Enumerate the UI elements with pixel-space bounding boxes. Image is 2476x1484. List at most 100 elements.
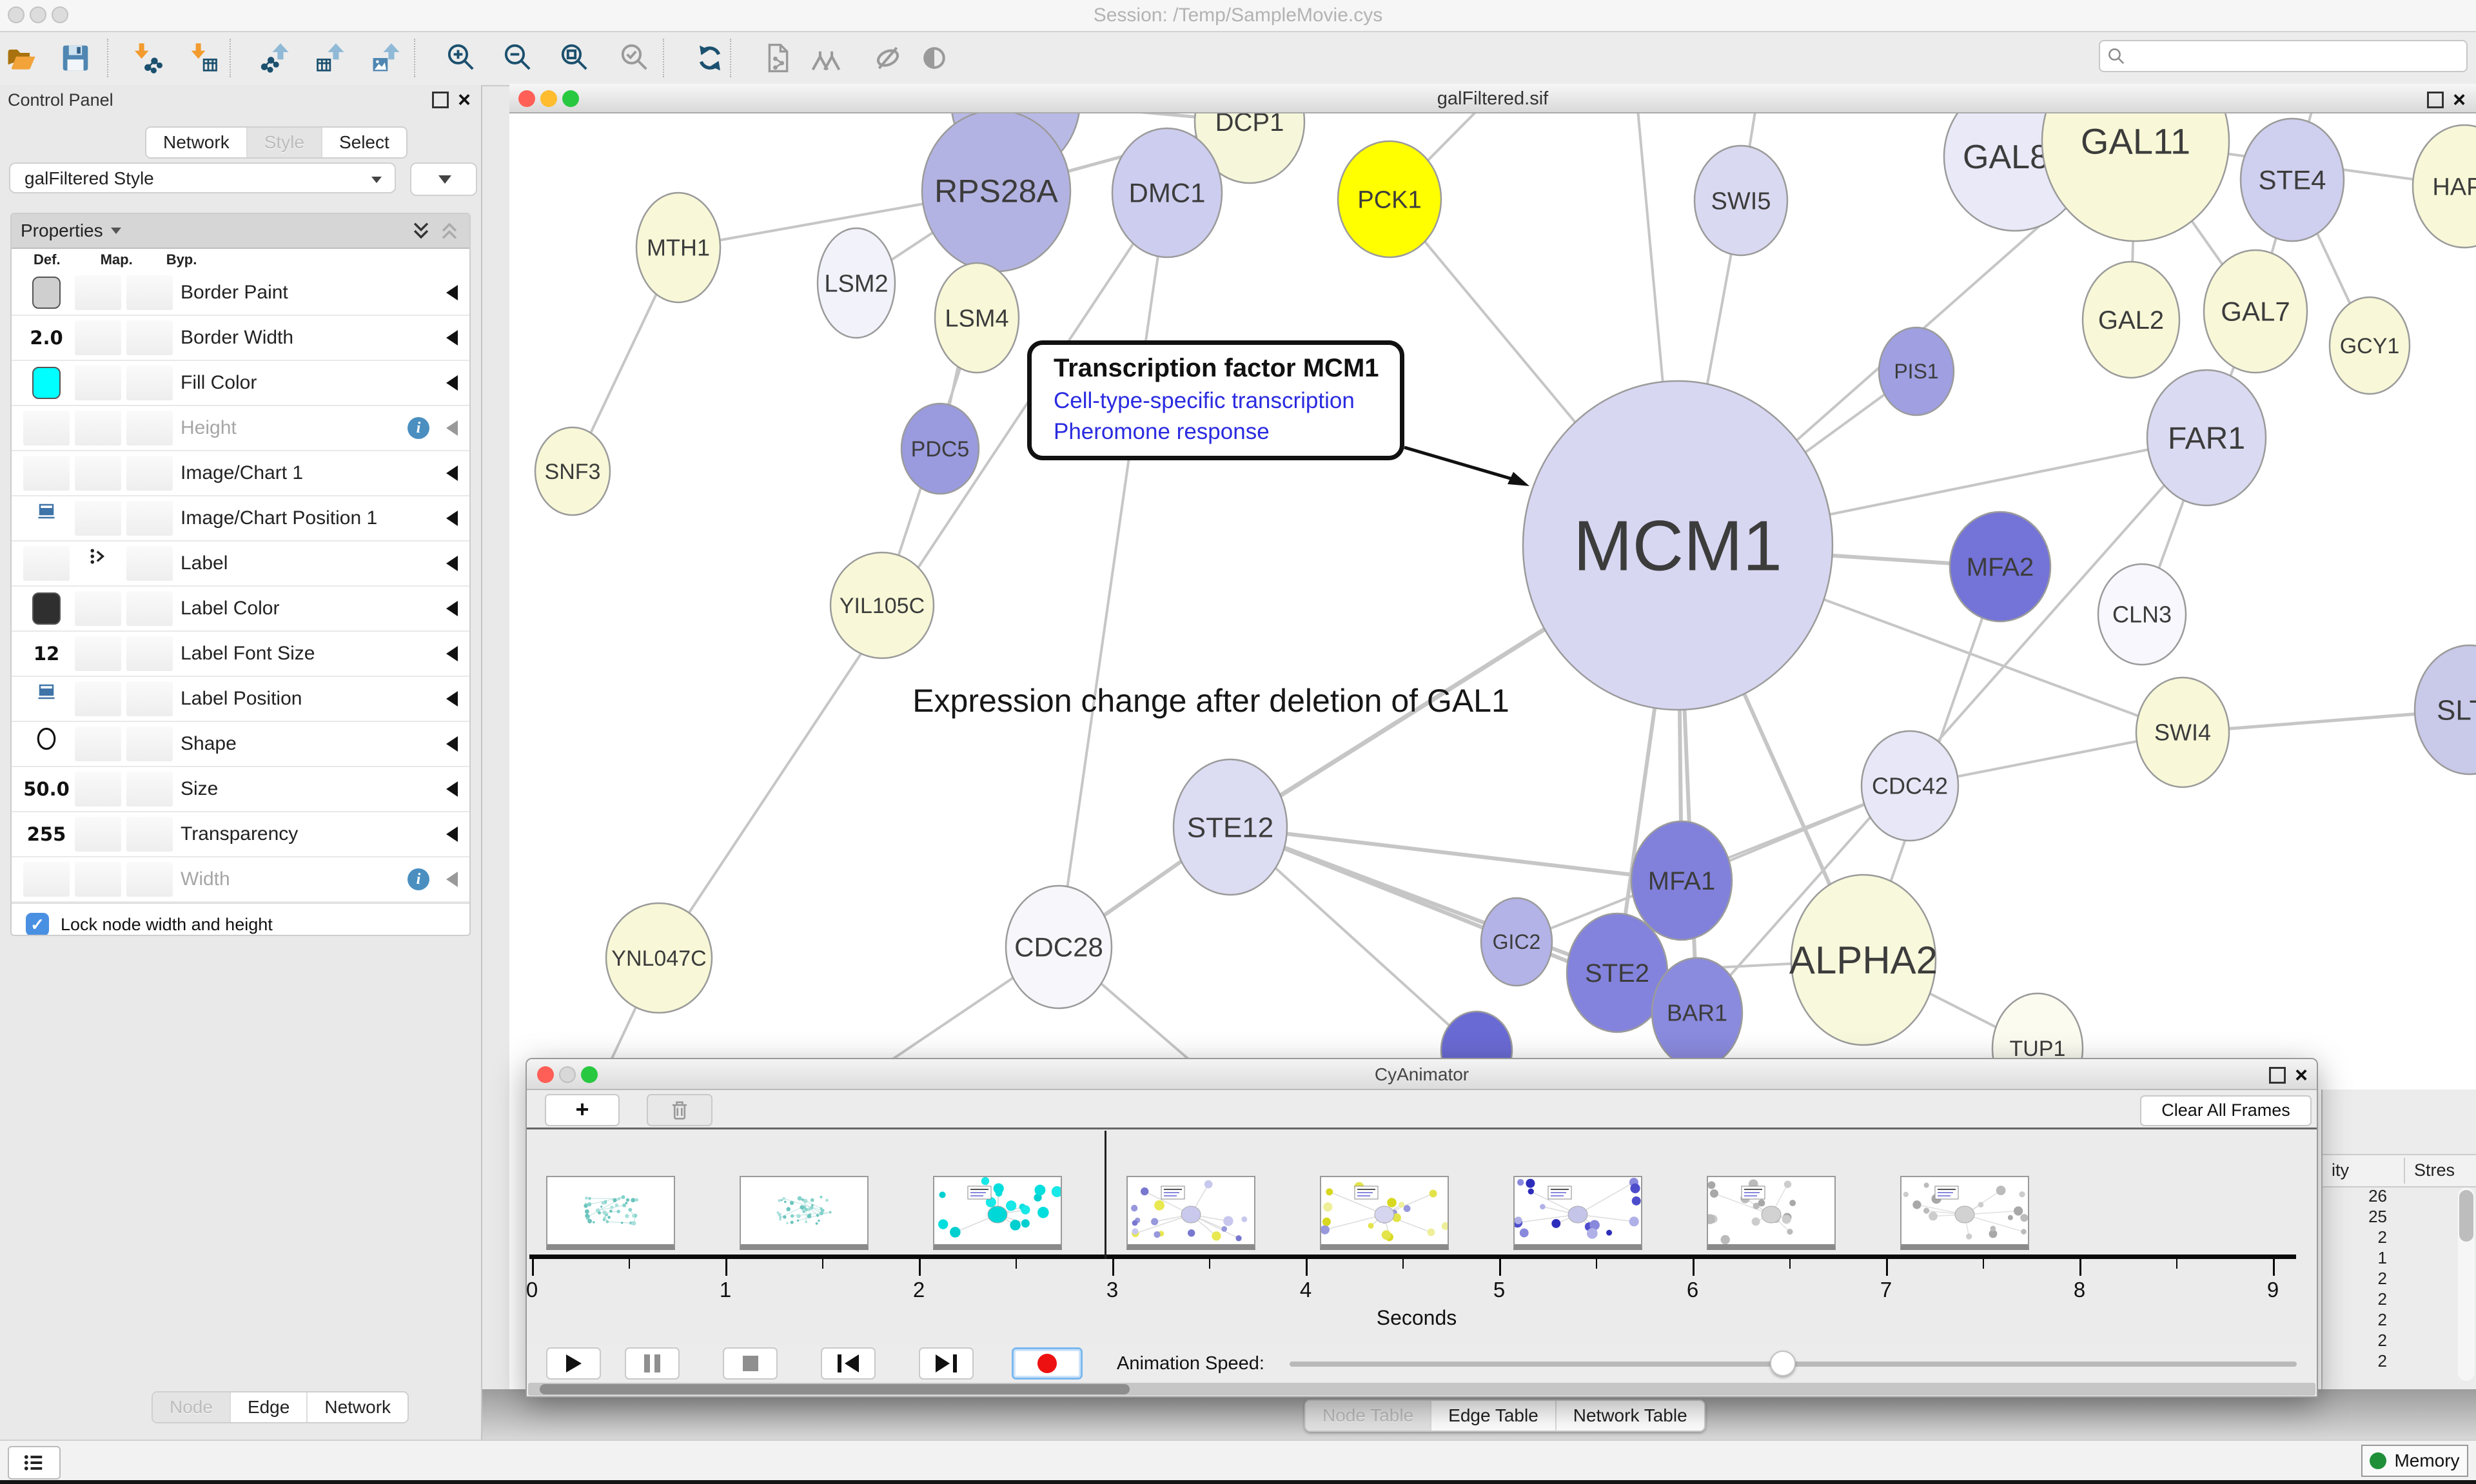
property-cell[interactable]: 12 — [23, 636, 70, 671]
property-cell[interactable] — [75, 727, 121, 761]
frame-thumbnail-8[interactable] — [1900, 1176, 2029, 1250]
minimize-icon[interactable] — [559, 1066, 576, 1083]
property-cell[interactable] — [75, 681, 121, 716]
property-cell[interactable] — [75, 772, 121, 806]
property-cell[interactable] — [126, 636, 173, 671]
import-network-button[interactable] — [128, 37, 165, 79]
network-node-SLT2[interactable]: SLT2 — [2413, 644, 2476, 776]
refresh-button[interactable] — [691, 37, 729, 79]
property-cell[interactable] — [75, 366, 121, 400]
zoom-window-button[interactable] — [52, 6, 68, 23]
tab-network-table[interactable]: Network Table — [1555, 1401, 1704, 1430]
table-row[interactable]: 2 — [2377, 1351, 2387, 1371]
expand-arrow-icon[interactable] — [446, 420, 458, 436]
network-node-MCM1[interactable]: MCM1 — [1522, 380, 1834, 711]
network-node-PCK1[interactable]: PCK1 — [1337, 140, 1442, 259]
property-cell[interactable] — [126, 546, 173, 581]
table-row[interactable]: 2 — [2377, 1269, 2387, 1288]
property-row-image-chart-position-1[interactable]: Image/Chart Position 1 — [12, 496, 469, 542]
network-node-CDC28[interactable]: CDC28 — [1005, 884, 1113, 1010]
property-cell[interactable] — [23, 591, 70, 626]
add-frame-button[interactable]: + — [545, 1094, 620, 1126]
property-row-label-font-size[interactable]: 12 Label Font Size — [12, 632, 469, 677]
property-cell[interactable] — [75, 591, 121, 626]
property-cell[interactable] — [75, 320, 121, 355]
property-row-height[interactable]: Height i — [12, 406, 469, 451]
network-node-GAL2[interactable]: GAL2 — [2081, 260, 2181, 379]
open-folder-button[interactable] — [3, 37, 40, 79]
export-table-button[interactable] — [312, 37, 349, 79]
pause-button[interactable] — [625, 1347, 680, 1380]
network-node-GAL11[interactable]: GAL11 — [2041, 113, 2230, 242]
property-cell[interactable] — [23, 411, 70, 445]
property-cell[interactable] — [126, 862, 173, 897]
property-cell[interactable] — [126, 366, 173, 400]
zoom-selected-button[interactable] — [616, 37, 653, 79]
network-node-CDC42[interactable]: CDC42 — [1860, 730, 1960, 842]
network-node-YIL105C[interactable]: YIL105C — [829, 551, 935, 659]
tab-edge-table[interactable]: Edge Table — [1430, 1401, 1555, 1430]
table-row[interactable]: 25 — [2368, 1207, 2387, 1226]
zoom-icon[interactable] — [562, 90, 579, 107]
network-node-YNL047C[interactable]: YNL047C — [605, 902, 713, 1014]
close-icon[interactable] — [537, 1066, 554, 1083]
property-cell[interactable] — [75, 636, 121, 671]
minimize-icon[interactable] — [540, 90, 557, 107]
annotation-link[interactable]: Cell-type-specific transcription — [1054, 388, 1355, 413]
property-cell[interactable] — [126, 727, 173, 761]
property-cell[interactable]: 255 — [23, 817, 70, 852]
zoom-in-button[interactable] — [442, 37, 480, 79]
record-button[interactable] — [1012, 1347, 1083, 1380]
table-row[interactable]: 2 — [2377, 1227, 2387, 1247]
float-window-icon[interactable] — [2269, 1067, 2286, 1084]
expand-arrow-icon[interactable] — [446, 872, 458, 887]
expand-arrow-icon[interactable] — [446, 826, 458, 842]
property-row-image-chart-1[interactable]: Image/Chart 1 — [12, 451, 469, 496]
network-node-LSM2[interactable]: LSM2 — [816, 227, 896, 339]
lock-checkbox[interactable]: ✓ — [26, 913, 49, 935]
network-node-DCP1[interactable]: DCP1 — [1194, 113, 1306, 184]
table-row[interactable]: 2 — [2377, 1310, 2387, 1329]
expand-arrow-icon[interactable] — [446, 781, 458, 797]
clear-all-frames-button[interactable]: Clear All Frames — [2140, 1095, 2312, 1126]
timeline-scrollbar[interactable] — [528, 1383, 2315, 1396]
table-row[interactable]: 2 — [2377, 1289, 2387, 1309]
expand-arrow-icon[interactable] — [446, 511, 458, 526]
property-cell[interactable] — [126, 456, 173, 491]
save-button[interactable] — [57, 37, 94, 79]
table-row[interactable]: 26 — [2368, 1186, 2387, 1206]
collapse-all-icon[interactable] — [438, 220, 460, 242]
expand-arrow-icon[interactable] — [446, 330, 458, 346]
import-table-button[interactable] — [184, 37, 222, 79]
column-header[interactable]: ity — [2332, 1160, 2349, 1180]
frame-thumbnail-2[interactable] — [740, 1176, 869, 1250]
property-cell[interactable] — [23, 456, 70, 491]
close-view-icon[interactable]: × — [2295, 1063, 2308, 1088]
tab-node[interactable]: Node — [153, 1392, 230, 1422]
network-node-PDC5[interactable]: PDC5 — [900, 402, 980, 495]
network-node-SWI5[interactable]: SWI5 — [1693, 144, 1789, 257]
expand-arrow-icon[interactable] — [446, 691, 458, 707]
position-icon[interactable] — [23, 681, 70, 716]
expand-arrow-icon[interactable] — [446, 556, 458, 571]
timeline-playhead[interactable] — [1105, 1131, 1106, 1259]
property-cell[interactable] — [126, 591, 173, 626]
property-row-transparency[interactable]: 255 Transparency — [12, 812, 469, 857]
network-node-GAL7[interactable]: GAL7 — [2203, 249, 2308, 374]
property-cell[interactable] — [126, 320, 173, 355]
tab-style[interactable]: Style — [246, 128, 321, 157]
next-frame-button[interactable] — [919, 1347, 974, 1380]
property-cell[interactable] — [23, 275, 70, 310]
tab-edge[interactable]: Edge — [229, 1392, 307, 1422]
frame-thumbnail-6[interactable] — [1512, 1176, 1642, 1250]
zoom-out-button[interactable] — [499, 37, 536, 79]
frame-thumbnail-7[interactable] — [1705, 1176, 1836, 1250]
memory-button[interactable]: Memory — [2361, 1445, 2468, 1477]
passthrough-mapping-icon[interactable] — [75, 546, 121, 581]
expand-all-icon[interactable] — [410, 220, 432, 242]
network-node-MFA1[interactable]: MFA1 — [1630, 820, 1733, 941]
previous-frame-button[interactable] — [821, 1347, 876, 1380]
property-cell[interactable]: 2.0 — [23, 320, 70, 355]
play-button[interactable] — [546, 1347, 601, 1380]
property-row-label-color[interactable]: Label Color — [12, 587, 469, 632]
